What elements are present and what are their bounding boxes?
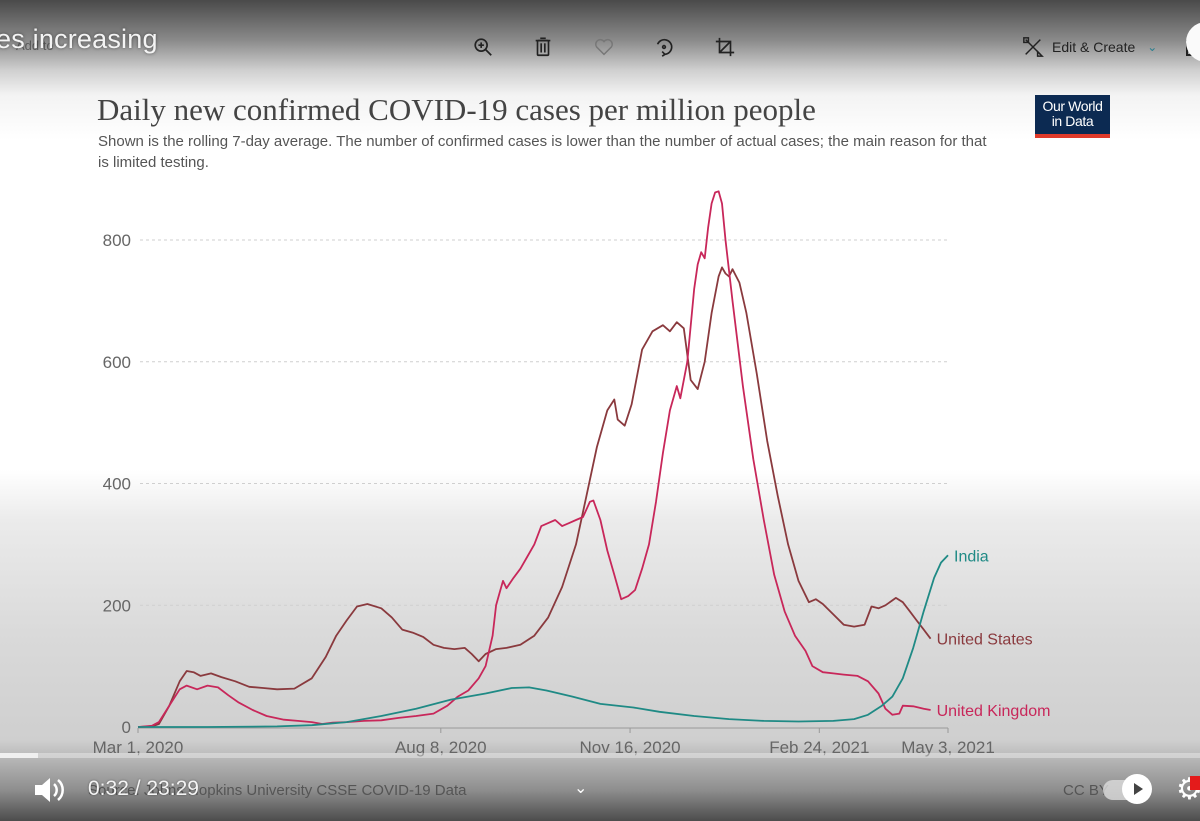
chart-title: Daily new confirmed COVID-19 cases per m…	[97, 92, 816, 127]
series-label-united-states: United States	[937, 632, 1033, 649]
add-to-label[interactable]: Add to	[16, 38, 54, 53]
logo-line-2: in Data	[1051, 113, 1094, 129]
series-labels: United States United Kingdom India	[937, 548, 1051, 720]
delete-icon[interactable]	[532, 36, 554, 58]
series-label-india: India	[954, 548, 989, 565]
y-tick-label: 600	[103, 353, 131, 372]
license-label: CC BY	[1063, 782, 1109, 799]
series-line-united-states	[137, 266, 932, 728]
x-tick-label: Nov 16, 2020	[579, 738, 680, 757]
y-axis-ticks: 0 200 400 600 800	[103, 231, 131, 737]
y-tick-label: 800	[103, 231, 131, 250]
chevron-down-icon: ⌄	[1147, 40, 1158, 54]
crop-icon[interactable]	[714, 36, 736, 58]
series-lines	[137, 190, 949, 728]
video-progress-bar[interactable]	[0, 753, 1200, 758]
avatar[interactable]	[1186, 22, 1200, 62]
series-line-united-kingdom	[137, 190, 931, 728]
autoplay-play-icon[interactable]	[1122, 774, 1152, 804]
volume-icon[interactable]	[32, 774, 68, 806]
logo-line-1: Our World	[1042, 98, 1103, 114]
heart-icon[interactable]	[593, 36, 615, 58]
edit-create-icon	[1023, 37, 1044, 57]
edit-create-label: Edit & Create	[1052, 39, 1136, 55]
x-tick-label: May 3, 2021	[901, 738, 995, 757]
rotate-icon[interactable]	[653, 36, 675, 58]
gridlines	[140, 239, 948, 606]
series-line-india	[138, 554, 949, 728]
x-axis-ticks: Mar 1, 2020 Aug 8, 2020 Nov 16, 2020 Feb 24…	[93, 727, 995, 757]
chart-subtitle: Shown is the rolling 7-day average. The …	[98, 133, 987, 171]
y-tick-label: 400	[103, 475, 131, 494]
photo-viewer-toolbar: Add to es increasing Edit & Create ⌄	[0, 0, 1200, 80]
chevron-down-icon[interactable]: ⌄	[574, 780, 588, 797]
chart-source: Source: Johns Hopkins University CSSE CO…	[88, 782, 467, 799]
zoom-in-icon[interactable]	[472, 36, 494, 58]
video-time: 0:32 / 23:29	[88, 777, 199, 800]
y-tick-label: 0	[122, 718, 131, 737]
video-title-overlay: es increasing	[0, 24, 158, 54]
series-label-united-kingdom: United Kingdom	[937, 703, 1051, 720]
hd-badge	[1190, 776, 1200, 790]
video-progress-fill	[0, 753, 38, 758]
y-tick-label: 200	[103, 596, 131, 615]
edit-create-button[interactable]: Edit & Create ⌄	[1022, 36, 1157, 58]
x-tick-label: Aug 8, 2020	[395, 738, 487, 757]
x-tick-label: Feb 24, 2021	[769, 738, 869, 757]
owid-logo[interactable]: Our World in Data	[1035, 95, 1110, 138]
x-tick-label: Mar 1, 2020	[93, 738, 184, 757]
